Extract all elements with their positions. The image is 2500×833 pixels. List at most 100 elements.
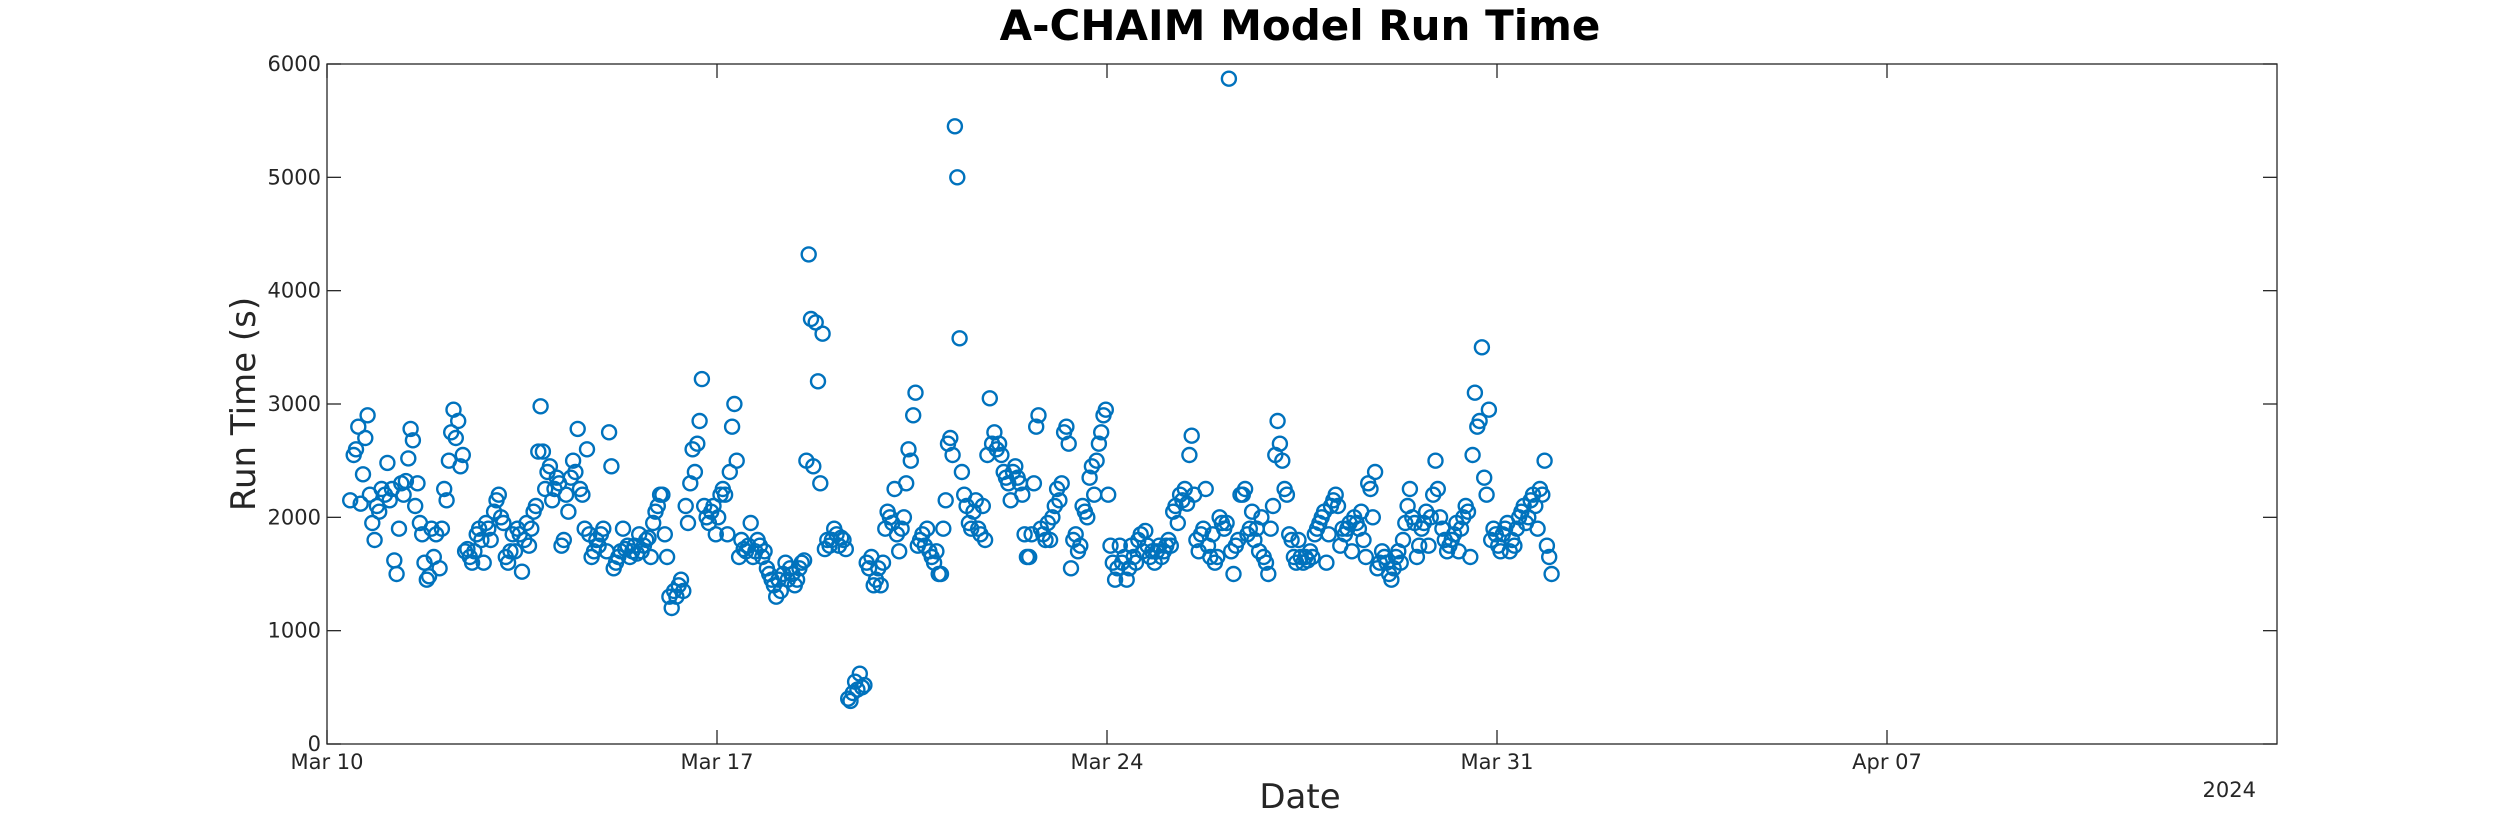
data-point: [1271, 435, 1289, 452]
data-point: [534, 443, 552, 460]
y-tick-label: 0: [308, 732, 321, 756]
data-point: [1264, 497, 1282, 515]
data-point: [1260, 565, 1277, 583]
data-point: [1366, 463, 1384, 481]
data-point: [532, 398, 549, 415]
data-point: [1392, 554, 1409, 571]
data-point: [905, 407, 922, 424]
data-point: [658, 548, 676, 566]
data-point: [928, 543, 945, 560]
data-point: [438, 492, 455, 509]
data-point: [1209, 548, 1226, 566]
x-tick-label: Mar 10: [290, 750, 363, 774]
data-point: [1102, 537, 1119, 554]
data-point: [981, 390, 998, 407]
x-tick-label: Mar 31: [1460, 750, 1533, 774]
data-point: [1041, 531, 1059, 549]
data-point: [1169, 514, 1187, 532]
data-point: [590, 537, 607, 554]
data-point: [1480, 401, 1498, 418]
data-point: [1343, 543, 1361, 560]
data-point: [1466, 384, 1484, 401]
axis-ticks: 0 1000 2000 3000 4000 5000 6000 Mar 10 Mar 17 Mar…: [268, 52, 2277, 774]
data-point: [490, 486, 507, 503]
data-point: [574, 486, 591, 503]
data-point: [1506, 537, 1523, 554]
y-tick-label: 1000: [268, 619, 321, 643]
data-point: [893, 520, 910, 537]
data-point: [898, 475, 915, 492]
data-point: [409, 475, 426, 492]
data-point: [1278, 486, 1296, 503]
data-point: [354, 466, 372, 483]
data-point: [1118, 571, 1135, 588]
data-point: [475, 554, 492, 571]
data-point: [506, 543, 524, 560]
data-point: [809, 373, 827, 390]
data-point: [856, 676, 873, 694]
x-axis-label: Date: [1259, 777, 1340, 817]
data-point: [452, 458, 469, 475]
data-point: [603, 458, 620, 475]
data-point: [366, 531, 383, 549]
data-point: [723, 418, 741, 435]
data-point: [1420, 537, 1437, 554]
data-point: [679, 514, 697, 532]
data-point: [555, 531, 572, 549]
data-point: [407, 497, 424, 515]
data-point: [537, 480, 554, 498]
data-point: [937, 492, 954, 509]
data-point: [1534, 486, 1551, 503]
data-point: [1452, 520, 1470, 537]
data-point: [1459, 503, 1477, 520]
data-point: [352, 495, 369, 512]
data-point: [1027, 418, 1045, 435]
data-point: [544, 492, 561, 509]
data-point: [1088, 452, 1105, 469]
data-point: [502, 543, 519, 560]
data-point: [463, 554, 481, 571]
data-point: [645, 514, 662, 532]
data-point: [513, 563, 531, 580]
data-point: [1329, 497, 1347, 515]
data-point: [932, 565, 950, 583]
data-point: [946, 118, 964, 135]
data-point: [693, 370, 711, 388]
data-point: [1253, 509, 1270, 526]
data-point: [1220, 70, 1238, 87]
data-point: [976, 531, 994, 549]
data-point: [907, 384, 924, 401]
data-point: [1262, 520, 1279, 537]
data-point: [942, 429, 959, 447]
data-point: [1053, 475, 1070, 492]
data-point: [1060, 435, 1077, 452]
data-point: [431, 560, 448, 577]
data-point: [523, 520, 540, 537]
data-point: [835, 531, 852, 549]
data-points: [342, 70, 1560, 710]
plot-area: [326, 63, 2278, 745]
data-point: [772, 582, 789, 600]
data-point: [1016, 526, 1033, 543]
data-point: [1092, 424, 1110, 441]
data-point: [719, 526, 736, 543]
data-point: [569, 420, 586, 438]
data-point: [872, 577, 889, 594]
data-point: [974, 497, 991, 515]
data-point: [371, 503, 388, 520]
data-point: [1355, 531, 1372, 549]
plot-frame: [326, 63, 2278, 745]
data-point: [689, 435, 706, 452]
x-tick-label: Mar 17: [680, 750, 753, 774]
data-point: [1536, 452, 1553, 469]
data-point: [530, 443, 547, 460]
data-point: [567, 463, 584, 481]
data-point: [1429, 480, 1447, 498]
data-point: [1085, 486, 1103, 503]
data-point: [1327, 486, 1344, 503]
data-point: [1020, 548, 1038, 566]
data-point: [1473, 339, 1491, 356]
y-tick-label: 3000: [268, 392, 321, 416]
data-point: [1538, 537, 1556, 554]
